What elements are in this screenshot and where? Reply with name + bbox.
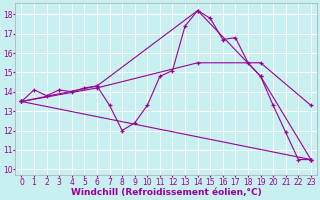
X-axis label: Windchill (Refroidissement éolien,°C): Windchill (Refroidissement éolien,°C): [71, 188, 261, 197]
